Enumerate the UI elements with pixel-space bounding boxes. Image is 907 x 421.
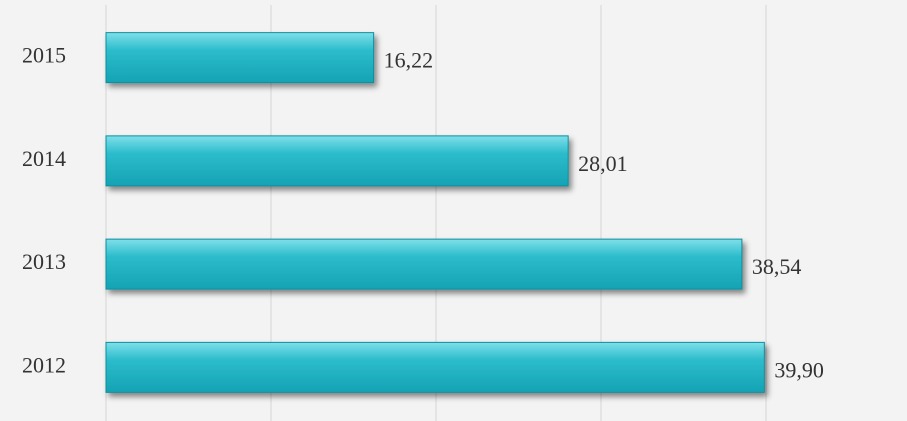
y-tick-label: 2012 [22, 352, 66, 377]
bar [105, 341, 765, 393]
value-label: 39,90 [774, 357, 824, 382]
bar [105, 238, 743, 290]
y-tick-label: 2013 [22, 249, 66, 274]
bar [105, 32, 375, 84]
y-tick-label: 2014 [22, 146, 66, 171]
value-label: 16,22 [384, 48, 434, 73]
y-tick-label: 2015 [22, 43, 66, 68]
bar [105, 135, 569, 187]
value-label: 28,01 [578, 151, 628, 176]
value-label: 38,54 [752, 254, 802, 279]
